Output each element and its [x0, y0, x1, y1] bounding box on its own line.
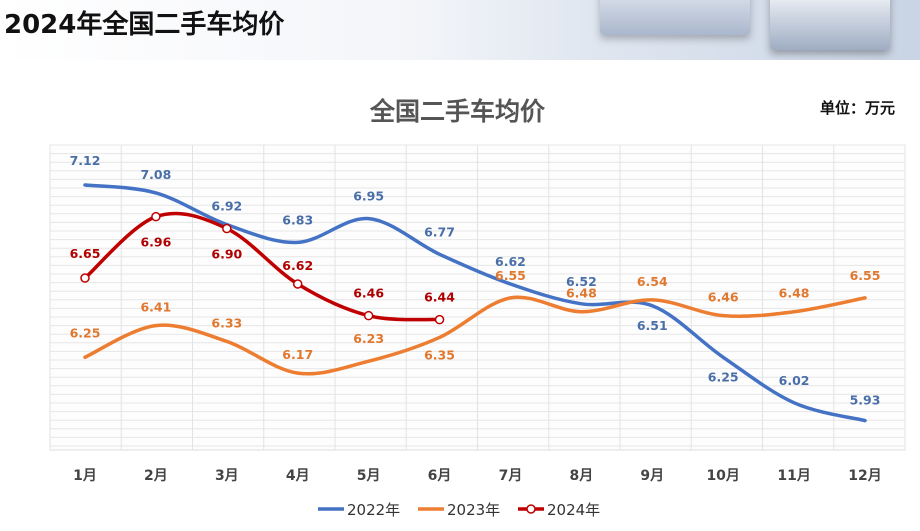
series-line-2023年 — [83, 295, 867, 376]
x-tick-label: 7月 — [499, 468, 523, 484]
data-label: 5.93 — [850, 393, 881, 408]
legend-label: 2022年 — [347, 501, 400, 519]
data-label: 6.52 — [566, 274, 597, 289]
data-label: 6.35 — [424, 347, 455, 362]
data-label: 6.41 — [140, 300, 171, 315]
legend-label: 2024年 — [547, 501, 600, 519]
data-label: 6.92 — [211, 199, 242, 214]
data-label: 6.54 — [637, 274, 668, 289]
data-label: 6.62 — [495, 254, 526, 269]
page-title: 2024年全国二手车均价 — [4, 10, 285, 40]
data-point-marker — [151, 211, 161, 222]
header-banner — [0, 0, 920, 60]
unit-label: 单位：万元 — [819, 99, 895, 117]
x-tick-label: 12月 — [848, 468, 881, 484]
data-label: 6.23 — [353, 331, 384, 346]
data-label: 6.62 — [282, 258, 313, 273]
x-tick-label: 5月 — [357, 468, 381, 484]
data-label: 6.46 — [708, 290, 739, 305]
data-label: 6.44 — [424, 290, 455, 305]
data-point-marker — [363, 310, 374, 321]
x-tick-label: 2月 — [144, 468, 168, 484]
data-label: 6.90 — [211, 247, 242, 262]
x-tick-label: 10月 — [706, 468, 739, 484]
data-label: 6.55 — [495, 268, 526, 283]
data-label: 6.25 — [708, 369, 739, 384]
data-label: 6.33 — [211, 315, 242, 330]
x-tick-label: 8月 — [569, 468, 593, 484]
data-point-marker — [434, 314, 445, 325]
data-label: 7.12 — [70, 153, 101, 168]
data-label: 6.48 — [779, 286, 810, 301]
data-point-marker — [80, 273, 90, 283]
data-label: 6.17 — [282, 347, 313, 362]
x-tick-label: 4月 — [286, 468, 310, 484]
data-label: 6.55 — [850, 268, 881, 283]
data-label: 6.65 — [70, 246, 101, 261]
data-label: 6.83 — [282, 212, 313, 227]
data-label: 6.95 — [353, 189, 384, 204]
data-label: 6.51 — [637, 318, 668, 333]
data-point-marker — [222, 223, 232, 234]
data-label: 7.08 — [140, 167, 171, 182]
x-tick-label: 9月 — [640, 468, 664, 484]
x-tick-label: 1月 — [73, 468, 97, 484]
legend-marker — [526, 504, 536, 514]
data-label: 6.46 — [353, 286, 384, 301]
data-label: 6.25 — [70, 325, 101, 340]
x-tick-label: 6月 — [428, 468, 452, 484]
data-label: 6.02 — [779, 373, 810, 388]
legend-label: 2023年 — [447, 501, 500, 519]
x-tick-label: 3月 — [215, 468, 239, 484]
data-label: 6.96 — [140, 235, 171, 250]
data-label: 6.48 — [566, 286, 597, 301]
data-point-marker — [292, 279, 303, 289]
data-label: 6.77 — [424, 224, 455, 239]
chart-title: 全国二手车均价 — [369, 97, 545, 126]
x-tick-label: 11月 — [777, 468, 810, 484]
